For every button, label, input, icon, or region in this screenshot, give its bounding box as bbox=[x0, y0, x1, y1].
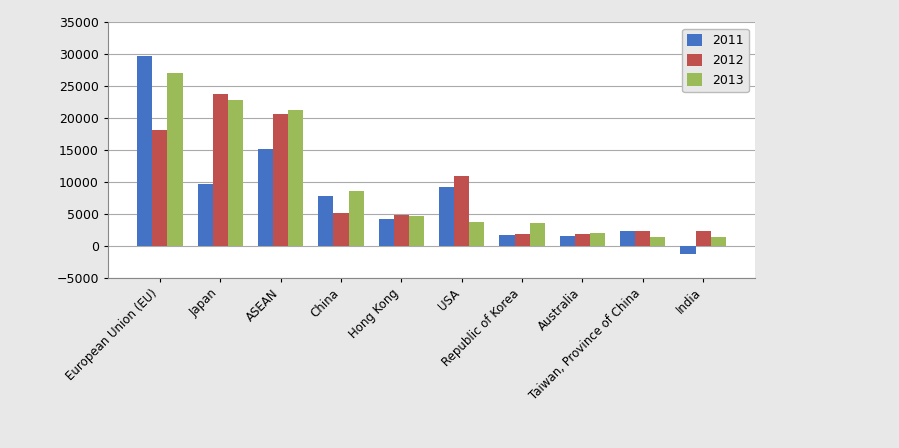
Bar bbox=[469, 222, 485, 246]
Bar bbox=[710, 237, 725, 246]
Bar bbox=[349, 191, 363, 246]
Bar bbox=[560, 236, 574, 246]
Bar bbox=[590, 233, 605, 246]
Bar bbox=[318, 196, 334, 246]
Bar bbox=[378, 219, 394, 246]
Bar bbox=[500, 235, 514, 246]
Bar bbox=[138, 56, 153, 246]
Bar bbox=[153, 130, 167, 246]
Bar bbox=[167, 73, 182, 246]
Bar bbox=[394, 215, 409, 246]
Bar bbox=[213, 94, 227, 246]
Legend: 2011, 2012, 2013: 2011, 2012, 2013 bbox=[682, 29, 749, 92]
Bar bbox=[530, 223, 545, 246]
Bar bbox=[289, 111, 303, 246]
Bar bbox=[334, 213, 349, 246]
Bar bbox=[681, 246, 696, 254]
Bar bbox=[620, 231, 636, 246]
Bar bbox=[514, 234, 530, 246]
Bar bbox=[454, 176, 469, 246]
Bar bbox=[258, 149, 273, 246]
Bar bbox=[636, 231, 650, 246]
Bar bbox=[696, 231, 710, 246]
Bar bbox=[273, 114, 289, 246]
Bar bbox=[198, 184, 213, 246]
Bar bbox=[650, 237, 665, 246]
Bar bbox=[439, 187, 454, 246]
Bar bbox=[574, 234, 590, 246]
Bar bbox=[409, 216, 424, 246]
Bar bbox=[227, 99, 243, 246]
